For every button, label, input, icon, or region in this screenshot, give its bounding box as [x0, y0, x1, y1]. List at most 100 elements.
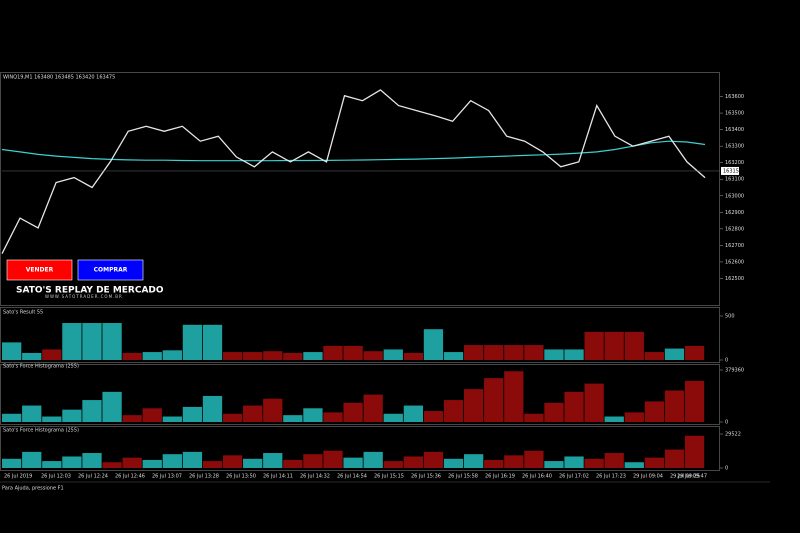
histogram-bar [62, 323, 82, 360]
histogram-bar [363, 394, 383, 422]
histogram-bar [283, 352, 303, 360]
x-tick-label: 26 Jul 16:40 [522, 474, 552, 480]
x-tick-label: 26 Jul 17:23 [596, 474, 626, 480]
y-tick-label: 163600 [725, 94, 744, 100]
x-tick-label: 26 Jul 12:24 [78, 474, 108, 480]
price-line [1, 89, 706, 254]
panel-title: Sato's Force Histograma (255) [3, 364, 79, 370]
logo-url: WWW.SATOTRADER.COM.BR [45, 294, 123, 299]
histogram-bar [564, 349, 584, 360]
buy-button-label[interactable]: COMPRAR [94, 267, 128, 274]
histogram-bar [584, 458, 604, 468]
histogram-bar [524, 450, 544, 468]
y-tick-label: 163400 [725, 127, 744, 133]
histogram-bar [463, 389, 484, 422]
histogram-bar [664, 449, 685, 468]
histogram-bar [323, 345, 343, 360]
histogram-bar [22, 405, 42, 422]
histogram-bar [664, 390, 685, 422]
force-panel-frame [0, 364, 720, 425]
histogram-bar [463, 345, 484, 360]
x-tick-label: 26 Jul 14:54 [337, 474, 367, 480]
histogram-bar [604, 331, 624, 360]
histogram-bar [644, 401, 665, 422]
histogram-bar [524, 413, 544, 422]
histogram-bar [383, 461, 403, 468]
histogram-bar [243, 352, 263, 360]
histogram-bar [443, 352, 464, 360]
histogram-bar [584, 383, 604, 422]
histogram-bar [423, 451, 444, 468]
histogram-bar [524, 345, 544, 360]
x-tick-label: 26 Jul 12:46 [115, 474, 145, 480]
histogram-bar [142, 408, 162, 422]
histogram-bar [423, 411, 444, 422]
x-tick-label: 26 Jul 13:07 [152, 474, 182, 480]
histogram-bar [82, 453, 102, 468]
histogram-bar [102, 323, 122, 360]
logo-title: SATO'S REPLAY DE MERCADO [16, 286, 164, 296]
histogram-bar [343, 457, 363, 468]
sell-button[interactable] [6, 259, 73, 281]
y-tick-label: 163200 [725, 160, 744, 166]
y-tick-label: 163100 [725, 177, 744, 183]
histogram-bar [323, 450, 343, 468]
histogram-bar [504, 455, 524, 468]
histogram-bar [283, 415, 303, 422]
buy-button[interactable] [77, 259, 144, 281]
histogram-bar [564, 456, 584, 468]
x-tick-label: 26 Jul 15:15 [374, 474, 404, 480]
x-tick-label: 26 Jul 17:02 [559, 474, 589, 480]
histogram-bar [182, 451, 203, 468]
y-tick-label: 163000 [725, 193, 744, 199]
histogram-bar [363, 451, 383, 468]
x-tick-label: 29 Jul 09:25 [670, 474, 700, 480]
histogram-bar [162, 350, 182, 360]
y-tick-label: 0 [725, 420, 728, 426]
histogram-bar [303, 454, 323, 468]
x-tick-label: 26 Jul 2019 [4, 474, 32, 480]
histogram-bar [42, 461, 62, 468]
histogram-bar [624, 462, 644, 468]
histogram-bar [102, 391, 122, 422]
x-tick-label: 26 Jul 15:36 [411, 474, 441, 480]
histogram-bar [22, 352, 42, 360]
y-tick-label: 0 [725, 358, 728, 364]
x-tick-label: 26 Jul 13:28 [189, 474, 219, 480]
histogram-bar [624, 331, 644, 360]
x-tick-label: 29 Jul 09:04 [633, 474, 663, 480]
histogram-bar [684, 435, 705, 468]
histogram-bar [584, 331, 604, 360]
histogram-bar [82, 400, 102, 422]
x-tick-label: 26 Jul 16:19 [485, 474, 515, 480]
histogram-bar [423, 329, 444, 360]
histogram-bar [684, 345, 705, 360]
x-tick-label: 26 Jul 13:50 [226, 474, 256, 480]
histogram-bar [504, 345, 524, 360]
panel-title: Sato's Force Histograma (255) [3, 428, 79, 434]
histogram-bar [82, 323, 102, 360]
histogram-bar [142, 459, 162, 468]
histogram-bar [122, 352, 142, 360]
histogram-bar [564, 391, 584, 422]
y-tick-label: 162900 [725, 210, 744, 216]
x-tick-label: 26 Jul 12:03 [41, 474, 71, 480]
x-tick-label: 26 Jul 14:32 [300, 474, 330, 480]
y-tick-label: 162500 [725, 276, 744, 282]
histogram-bar [263, 453, 283, 468]
symbol-info: WINQ19,M1 163480 163485 163420 163475 [3, 75, 115, 81]
histogram-bar [343, 402, 363, 422]
histogram-bar [182, 324, 203, 360]
histogram-bar [162, 416, 182, 422]
sell-button-label[interactable]: VENDER [26, 267, 54, 274]
y-tick-label: 163500 [725, 111, 744, 117]
histogram-bar [684, 380, 705, 422]
histogram-bar [484, 345, 504, 360]
histogram-bar [263, 398, 283, 422]
x-tick-label: 29 Jul 09:47 [677, 474, 707, 480]
y-tick-label: 162800 [725, 226, 744, 232]
histogram-bar [604, 416, 624, 422]
y-tick-label: 163300 [725, 144, 744, 150]
x-tick-label: 26 Jul 15:58 [448, 474, 478, 480]
